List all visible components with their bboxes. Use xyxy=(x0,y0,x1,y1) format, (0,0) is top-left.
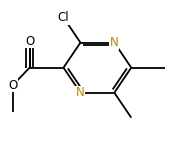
Text: N: N xyxy=(76,86,85,99)
Text: O: O xyxy=(25,35,34,48)
Text: O: O xyxy=(8,79,17,92)
Text: N: N xyxy=(110,36,119,49)
Text: Cl: Cl xyxy=(58,11,69,24)
